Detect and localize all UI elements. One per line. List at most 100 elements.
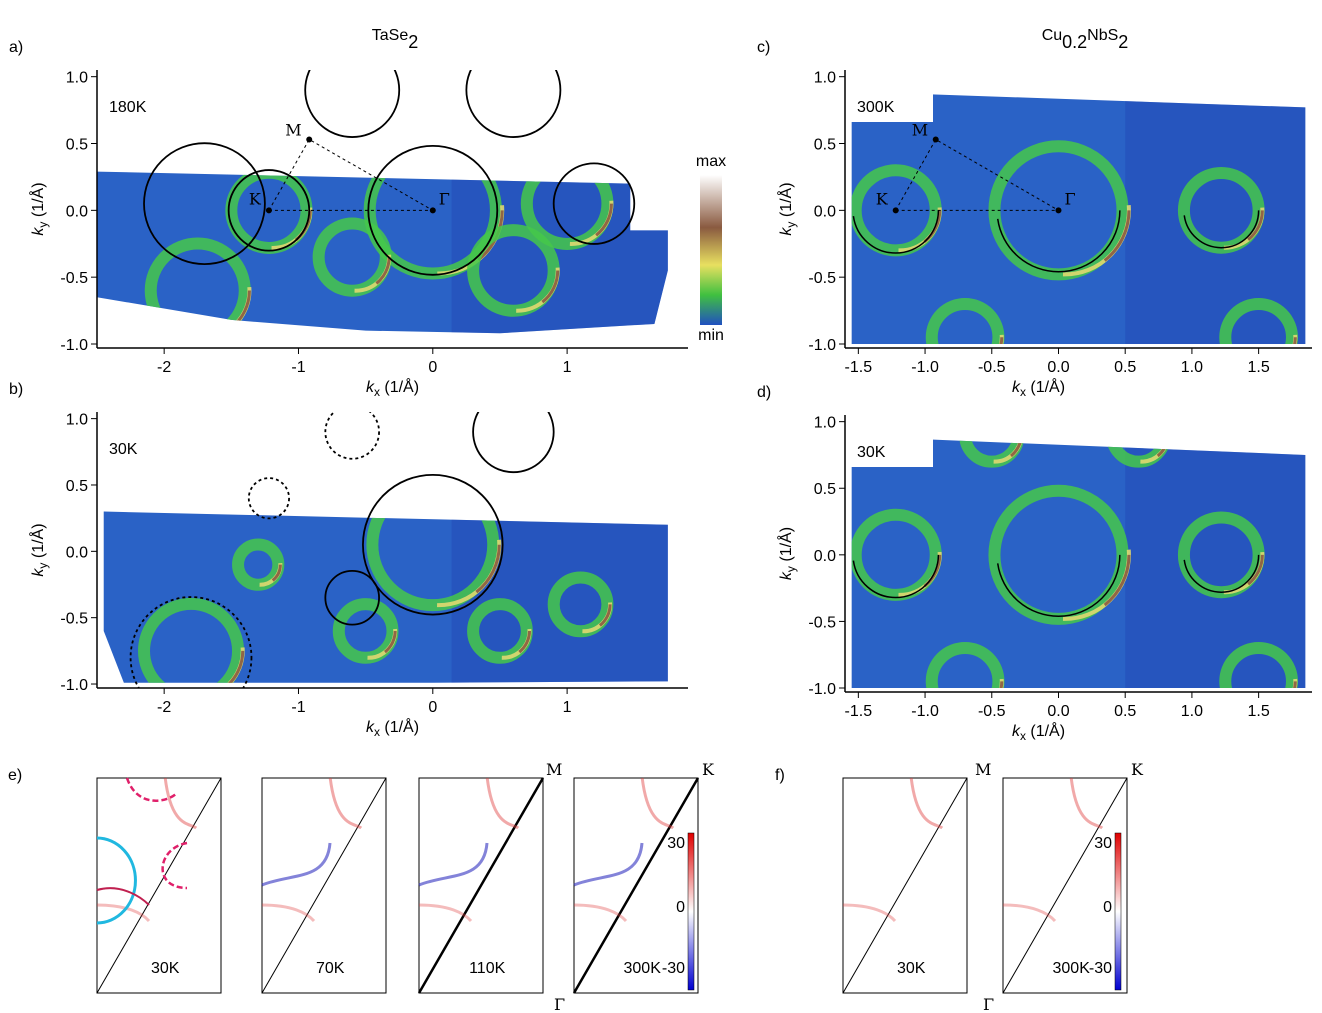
- spectral-curve: [842, 903, 897, 923]
- point-label: K: [249, 189, 262, 208]
- colorbar-tick-label: -30: [1089, 960, 1112, 977]
- fermi-contour: [227, 169, 311, 252]
- spectral-curve: [261, 842, 332, 887]
- axis-unit: (1/Å): [380, 717, 419, 736]
- x-tick-label: -1.5: [845, 703, 873, 720]
- fermi-contour: [247, 477, 290, 520]
- colorbar-tick-label: 0: [1103, 899, 1112, 916]
- axis-unit: (1/Å): [28, 182, 47, 221]
- panel-label: c): [757, 39, 770, 56]
- bz-diagonal: [842, 777, 968, 994]
- x-tick-label: 1: [563, 359, 572, 376]
- y-tick-label: 1.0: [66, 70, 88, 87]
- y-tick-label: 0.5: [814, 137, 836, 154]
- fermi-contour: [465, 70, 562, 138]
- intensity-ring-peak: [999, 489, 1131, 621]
- y-tick-label: 0.5: [66, 137, 88, 154]
- intensity-ring-peak: [858, 513, 942, 597]
- fermi-contour: [362, 473, 504, 616]
- panel-title: Cu0.2NbS2: [1042, 27, 1129, 52]
- x-tick-label: 0.0: [1047, 359, 1069, 376]
- intensity-ring-peak: [529, 171, 613, 246]
- intensity-ring: [138, 597, 245, 683]
- colorbar-tick-label: 30: [667, 835, 685, 852]
- bz-point: [932, 136, 939, 143]
- intensity-ring-peak: [339, 602, 397, 660]
- axis-subscript: y: [36, 563, 50, 569]
- fermi-contour: [324, 412, 380, 460]
- intensity-ring: [366, 511, 500, 612]
- point-label: K: [1131, 760, 1144, 779]
- point-label: M: [285, 121, 301, 140]
- panel-title: TaSe2: [372, 27, 418, 52]
- axis-unit: (1/Å): [1026, 377, 1065, 396]
- axis-symbol: k: [778, 227, 795, 236]
- label-bg: [847, 425, 933, 467]
- colorbar: [1114, 832, 1122, 991]
- temperature: 30K: [151, 960, 180, 977]
- axis-unit: (1/Å): [776, 527, 795, 566]
- heatmap-bg: [851, 437, 1306, 689]
- bz-box: [96, 777, 222, 994]
- axis-unit: (1/Å): [380, 377, 419, 396]
- intensity-ring: [988, 484, 1129, 625]
- bz-point: [1055, 207, 1062, 214]
- x-tick-label: -0.5: [978, 703, 1006, 720]
- intensity-ring-peak: [1186, 171, 1264, 250]
- bz-diagonal: [261, 777, 387, 994]
- axis-subscript: x: [374, 725, 380, 739]
- colorbar-tick-label: 30: [1094, 835, 1112, 852]
- point-label: K: [876, 189, 889, 208]
- y-tick-label: -0.5: [60, 611, 88, 628]
- intensity-ring: [1219, 641, 1298, 689]
- colorbar-tick-label: 0: [676, 899, 685, 916]
- intensity-ring-peak: [147, 602, 245, 683]
- bz-box: [261, 777, 387, 994]
- intensity-ring-peak: [1227, 302, 1297, 344]
- intensity-ring: [959, 437, 1025, 468]
- axis-symbol: k: [30, 568, 47, 577]
- axis-subscript: x: [374, 385, 380, 399]
- title-sub: 2: [408, 32, 418, 52]
- intensity-ring-peak: [933, 646, 1004, 689]
- intensity-ring: [363, 171, 502, 280]
- temperature: 300K: [624, 960, 662, 977]
- point-label: M: [912, 121, 928, 140]
- heatmap-bg: [851, 92, 1306, 344]
- heatmap: [103, 511, 668, 683]
- axis-symbol: k: [778, 571, 795, 580]
- fermi-contour: [304, 70, 401, 138]
- x-tick-label: 1.0: [1181, 703, 1203, 720]
- y-tick-label: 0.0: [66, 203, 88, 220]
- axis-symbol: k: [366, 719, 375, 736]
- temperature: 30K: [109, 441, 138, 458]
- title-sub: 2: [1118, 32, 1128, 52]
- intensity-ring: [467, 224, 560, 317]
- axis-subscript: y: [36, 222, 50, 228]
- x-tick-label: 0: [428, 699, 437, 716]
- intensity-ring: [1219, 297, 1298, 344]
- heatmap: [851, 437, 1306, 689]
- fermi-contour: [472, 412, 555, 474]
- y-axis-label: ky (1/Å): [28, 523, 50, 576]
- colorbar-tick-label: -30: [662, 960, 685, 977]
- label-bg: [847, 80, 933, 122]
- intensity-ring-core: [998, 144, 1131, 277]
- spectral-curve: [485, 777, 520, 830]
- temperature: 300K: [857, 99, 895, 116]
- axis-subscript: x: [1020, 385, 1026, 399]
- title-sub: 0.2: [1062, 32, 1087, 52]
- y-tick-label: 0.5: [66, 478, 88, 495]
- contour-e: [96, 836, 137, 925]
- bz-path: [895, 138, 1059, 211]
- spectral-curve: [163, 777, 198, 830]
- spectral-curve: [328, 777, 363, 830]
- x-tick-label: 0.0: [1047, 703, 1069, 720]
- x-tick-label: 0.5: [1114, 359, 1136, 376]
- fermi-contour: [552, 162, 636, 245]
- intensity-ring-peak: [238, 542, 282, 587]
- point-label: Γ: [439, 189, 450, 208]
- heatmap: [851, 92, 1306, 344]
- x-axis-label: kx (1/Å): [366, 377, 419, 399]
- spectral-curve: [418, 903, 473, 923]
